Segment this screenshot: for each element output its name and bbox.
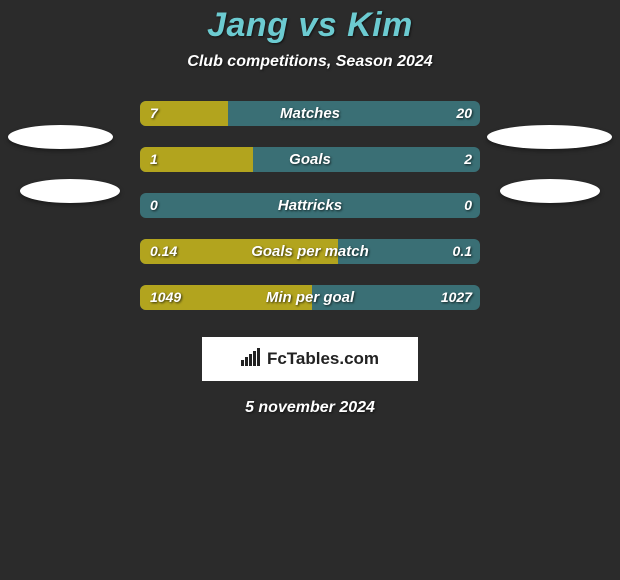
date-line: 5 november 2024	[0, 399, 620, 417]
stat-row: 10491027Min per goal	[0, 285, 620, 331]
bar-track	[140, 239, 480, 264]
player-ellipse	[20, 179, 120, 203]
stat-value-left: 1049	[150, 285, 181, 310]
stat-row: 0.140.1Goals per match	[0, 239, 620, 285]
stat-value-left: 0.14	[150, 239, 177, 264]
bar-chart-icon	[241, 348, 263, 371]
bar-track	[140, 101, 480, 126]
brand-text: FcTables.com	[267, 349, 379, 369]
stat-value-left: 7	[150, 101, 158, 126]
subtitle: Club competitions, Season 2024	[0, 53, 620, 71]
comparison-infographic: Jang vs Kim Club competitions, Season 20…	[0, 0, 620, 580]
stat-value-left: 1	[150, 147, 158, 172]
stat-value-right: 20	[456, 101, 472, 126]
stat-value-right: 2	[464, 147, 472, 172]
player-ellipse	[487, 125, 612, 149]
stat-value-right: 1027	[441, 285, 472, 310]
player-ellipse	[500, 179, 600, 203]
stat-value-left: 0	[150, 193, 158, 218]
stat-value-right: 0.1	[453, 239, 472, 264]
stat-value-right: 0	[464, 193, 472, 218]
player-ellipse	[8, 125, 113, 149]
bar-track	[140, 193, 480, 218]
bar-track	[140, 147, 480, 172]
bar-track	[140, 285, 480, 310]
page-title: Jang vs Kim	[0, 6, 620, 45]
brand-box[interactable]: FcTables.com	[202, 337, 418, 381]
